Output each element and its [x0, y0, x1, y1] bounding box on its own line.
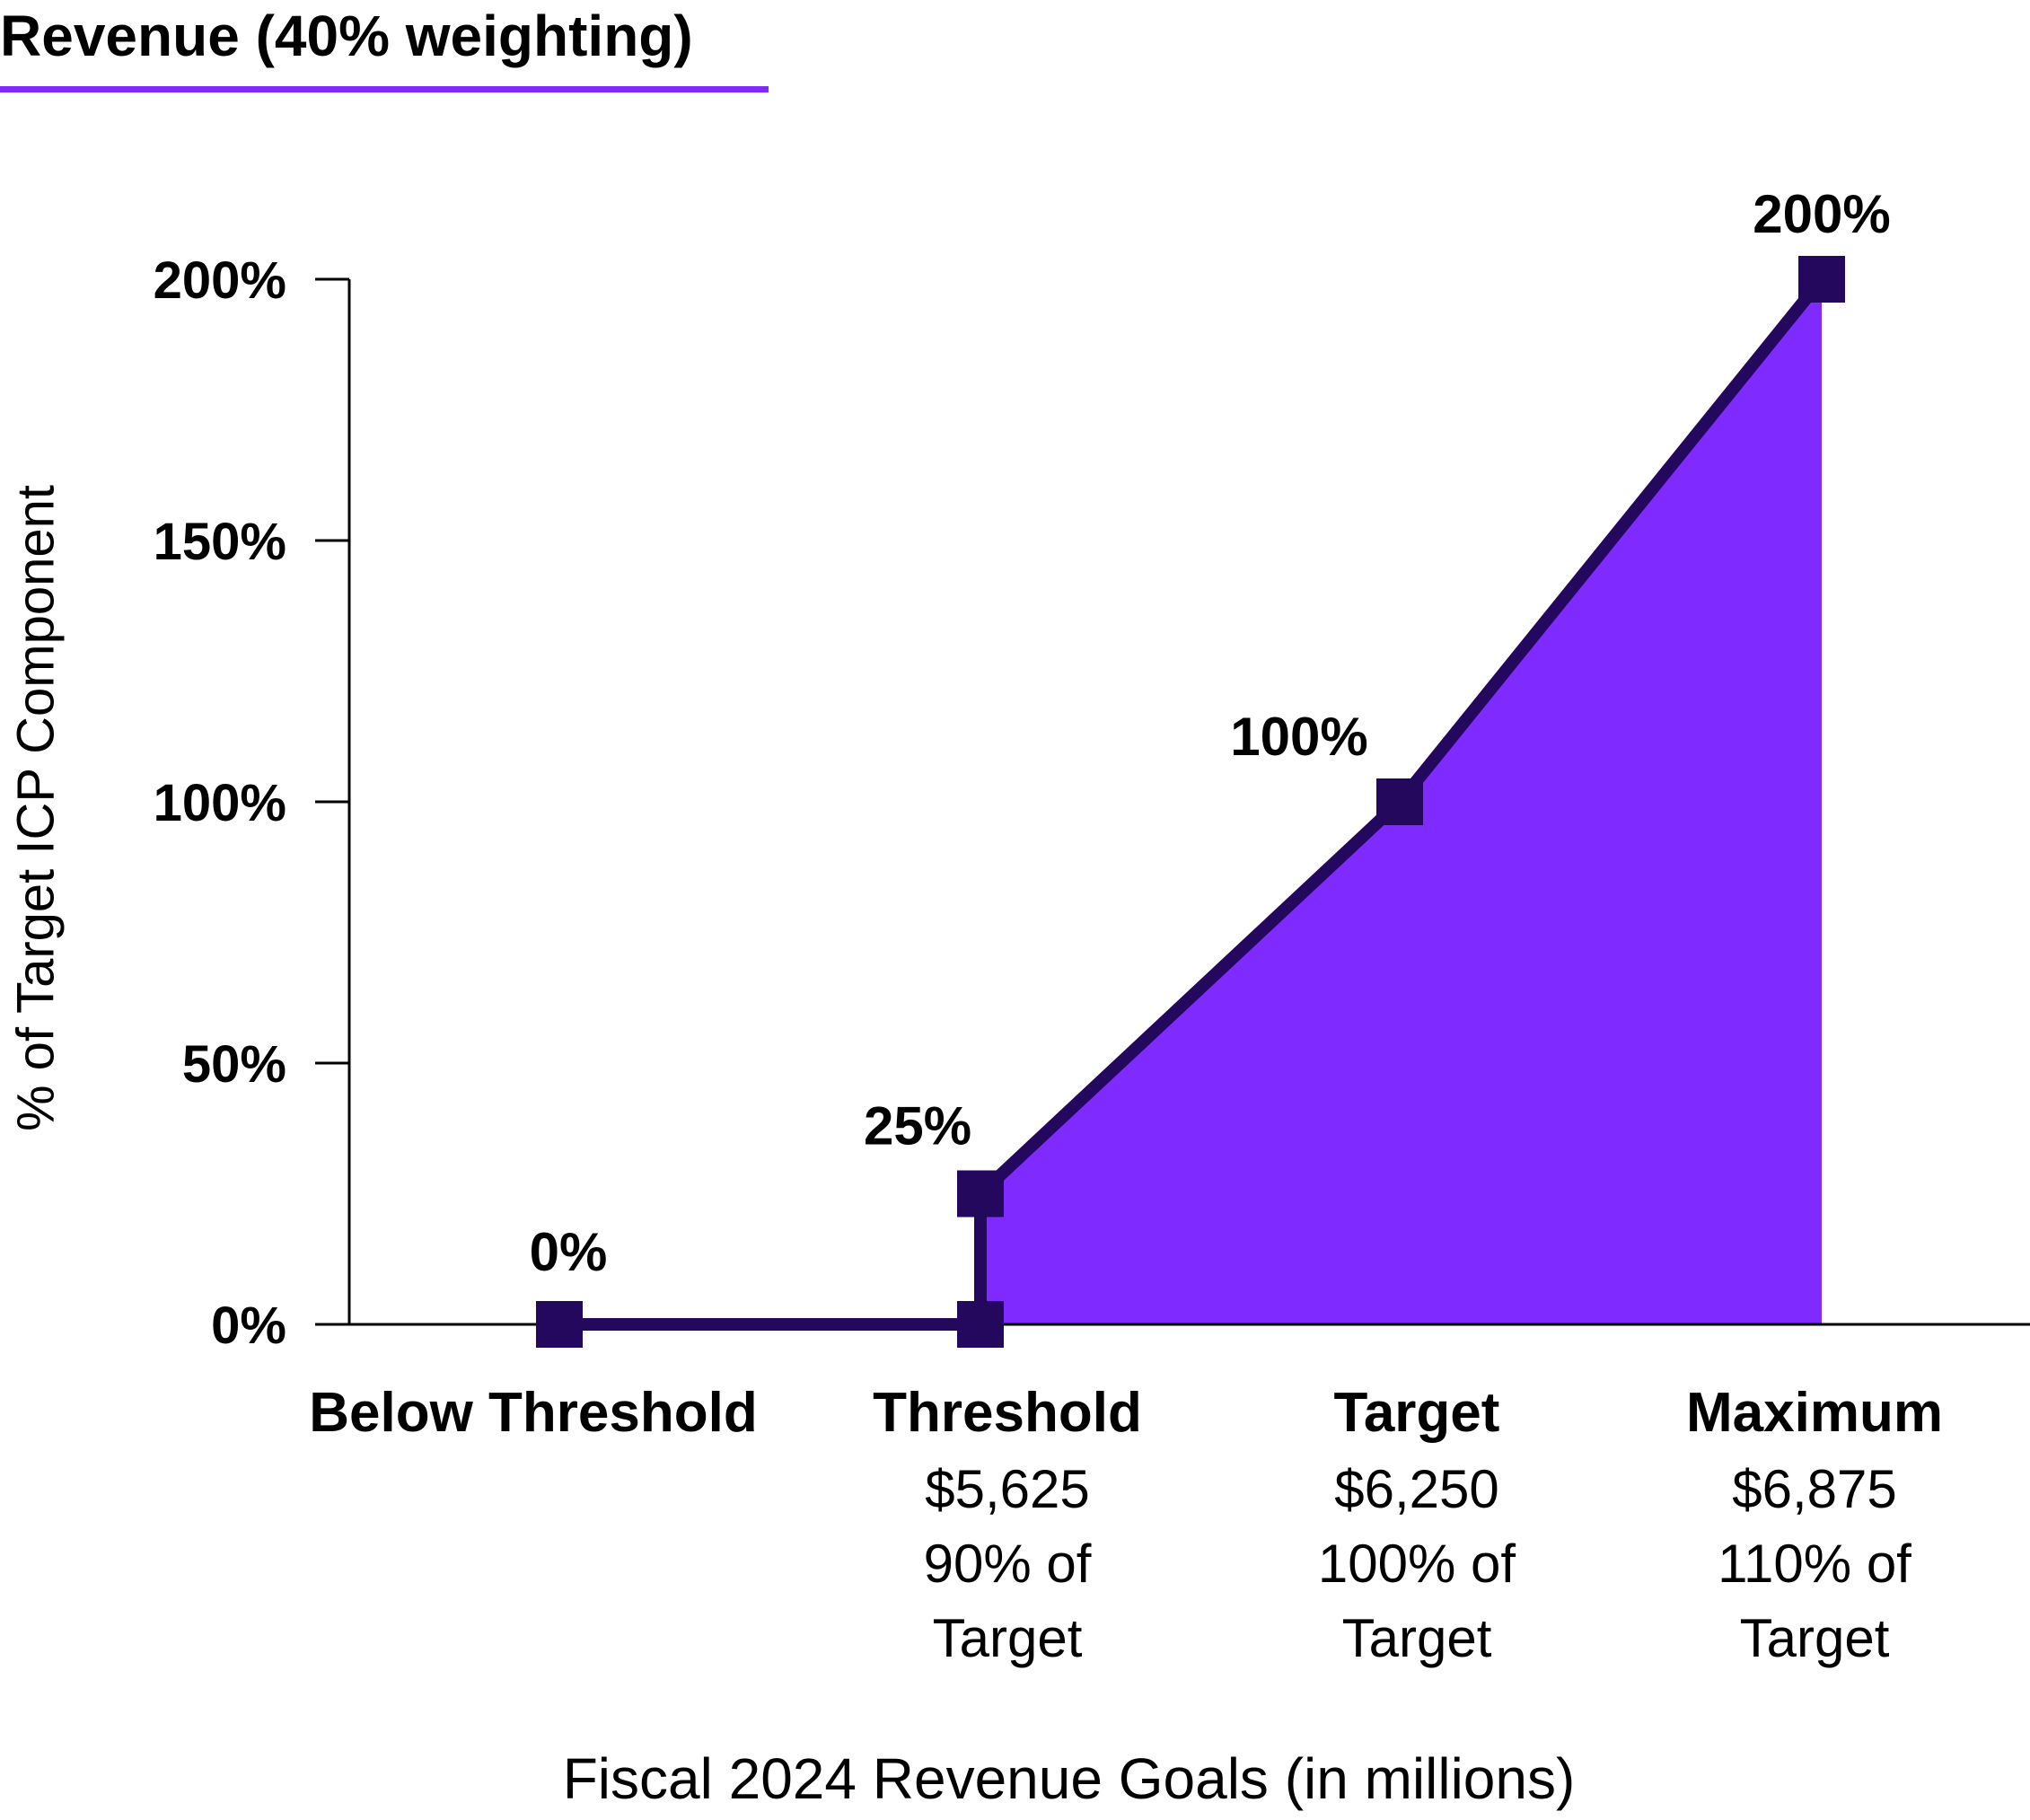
data-point-marker	[1376, 778, 1423, 825]
x-category-label: Below Threshold	[309, 1382, 757, 1444]
x-axis-label: Fiscal 2024 Revenue Goals (in millions)	[562, 1746, 1576, 1811]
chart-title: Revenue (40% weighting)	[0, 4, 693, 68]
y-tick-label: 100%	[154, 774, 286, 832]
x-category-label: Threshold	[873, 1382, 1142, 1444]
data-point-label: 200%	[1753, 184, 1890, 244]
data-point-marker	[957, 1170, 1004, 1218]
y-tick-label: 200%	[154, 251, 286, 310]
y-tick-label: 0%	[211, 1297, 286, 1355]
x-category-detail: $6,250	[1334, 1459, 1499, 1519]
data-point-marker	[957, 1301, 1004, 1348]
data-point-label: 100%	[1230, 707, 1367, 767]
x-category-detail: Target	[933, 1608, 1083, 1668]
x-category-detail: $5,625	[925, 1459, 1090, 1519]
x-category-label: Maximum	[1686, 1382, 1943, 1444]
y-tick-label: 150%	[154, 513, 286, 571]
y-tick-label: 50%	[182, 1035, 286, 1094]
data-point-label: 0%	[530, 1222, 608, 1282]
x-category-detail: Target	[1342, 1608, 1492, 1668]
title-underline	[0, 86, 769, 92]
x-category-label: Target	[1334, 1382, 1500, 1444]
x-category-detail: 100% of	[1318, 1534, 1516, 1594]
data-point-marker	[536, 1301, 583, 1348]
data-point-marker	[1798, 256, 1845, 303]
data-point-label: 25%	[864, 1096, 971, 1156]
x-category-detail: Target	[1740, 1608, 1890, 1668]
x-category-detail: 90% of	[924, 1534, 1092, 1594]
x-category-detail: 110% of	[1718, 1534, 1911, 1594]
x-category-detail: $6,875	[1732, 1459, 1897, 1519]
